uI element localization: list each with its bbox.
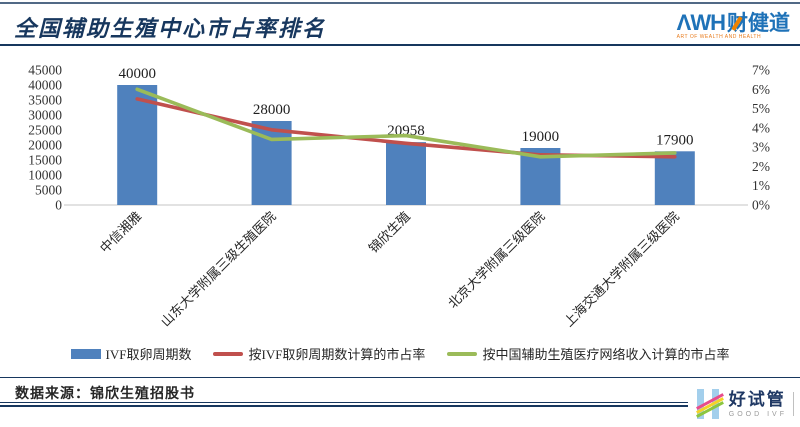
awh-logo-cn-chars: 财健道 [727, 12, 790, 35]
chart-legend: IVF取卵周期数 按IVF取卵周期数计算的市占率 按中国辅助生殖医疗网络收入计算… [0, 344, 800, 363]
legend-label: IVF取卵周期数 [105, 347, 192, 362]
footer-double-rule-thin [0, 402, 688, 403]
category-axis-label: 上海交通大学附属三级医院 [561, 209, 682, 330]
top-border-rule [0, 2, 800, 4]
right-axis-tick-label: 2% [752, 159, 770, 174]
awh-logo-tagline: ART OF WEALTH AND HEALTH [676, 34, 762, 40]
goodivf-h-icon [695, 388, 724, 420]
left-axis-tick-label: 25000 [28, 123, 62, 138]
left-axis-tick-label: 35000 [28, 93, 62, 108]
legend-red-line-swatch-icon [213, 351, 244, 356]
bar-data-label: 17900 [656, 132, 694, 148]
green-market-share-line [135, 87, 677, 159]
left-axis-tick-label: 45000 [28, 63, 62, 78]
awh-logo-row: ΛWH 财健道 [676, 10, 790, 35]
left-axis-tick-label: 15000 [28, 153, 62, 168]
right-axis-tick-label: 1% [752, 178, 770, 193]
legend-item-red-line-series: 按IVF取卵周期数计算的市占率 [213, 344, 425, 363]
bar [117, 85, 158, 205]
right-axis-tick-label: 4% [752, 120, 770, 135]
right-axis-tick-label: 7% [752, 63, 770, 78]
legend-item-bar-series: IVF取卵周期数 [70, 344, 192, 363]
category-axis-label: 北京大学附属三级医院 [445, 209, 548, 312]
goodivf-separator-line [793, 392, 794, 416]
bar-data-label: 40000 [118, 66, 156, 82]
right-axis-tick-label: 0% [752, 198, 770, 213]
bar-data-label: 19000 [522, 129, 560, 145]
awh-logo-latin-text: ΛWH [676, 10, 726, 35]
right-axis-tick-label: 6% [752, 82, 770, 97]
footer-top-rule [0, 377, 800, 378]
awh-logo-cn-text: 财健道 [727, 13, 790, 34]
legend-label: 按中国辅助生殖医疗网络收入计算的市占率 [482, 347, 730, 362]
left-axis-tick-label: 20000 [28, 138, 62, 153]
data-source-note: 数据来源：锦欣生殖招股书 [15, 387, 195, 402]
left-axis-tick-label: 0 [55, 198, 62, 213]
header-underline-rule [0, 44, 800, 46]
legend-bar-swatch-icon [70, 348, 101, 359]
bar [386, 142, 426, 205]
page-title: 全国辅助生殖中心市占率排名 [14, 16, 327, 41]
goodivf-en-text: GOOD IVF [728, 410, 787, 418]
goodivf-cn-text: 好试管 [728, 389, 786, 409]
footer-double-rule-thick [0, 405, 688, 407]
left-axis-tick-label: 40000 [28, 78, 62, 93]
left-axis-tick-label: 5000 [35, 183, 62, 198]
goodivf-logo-text: 好试管 GOOD IVF [729, 391, 787, 418]
bar-data-label: 28000 [253, 102, 291, 118]
category-axis-label: 山东大学附属三级生殖医院 [158, 209, 279, 330]
right-axis-tick-label: 5% [752, 101, 770, 116]
left-axis-tick-label: 30000 [28, 108, 62, 123]
category-axis-label: 中信湘雅 [97, 209, 144, 256]
right-axis-tick-label: 3% [752, 140, 770, 155]
legend-green-line-swatch-icon [447, 351, 478, 356]
legend-label: 按IVF取卵周期数计算的市占率 [248, 347, 426, 362]
left-axis-tick-label: 10000 [28, 168, 62, 183]
bar [654, 151, 695, 205]
category-axis-label: 锦欣生殖 [366, 209, 413, 256]
legend-item-green-line-series: 按中国辅助生殖医疗网络收入计算的市占率 [447, 344, 729, 363]
goodivf-brand-logo: 好试管 GOOD IVF [695, 388, 794, 420]
market-share-combo-chart: 0500010000150002000025000300003500040000… [28, 63, 770, 330]
awh-brand-logo: ΛWH 财健道 ART OF WEALTH AND HEALTH [677, 12, 790, 40]
